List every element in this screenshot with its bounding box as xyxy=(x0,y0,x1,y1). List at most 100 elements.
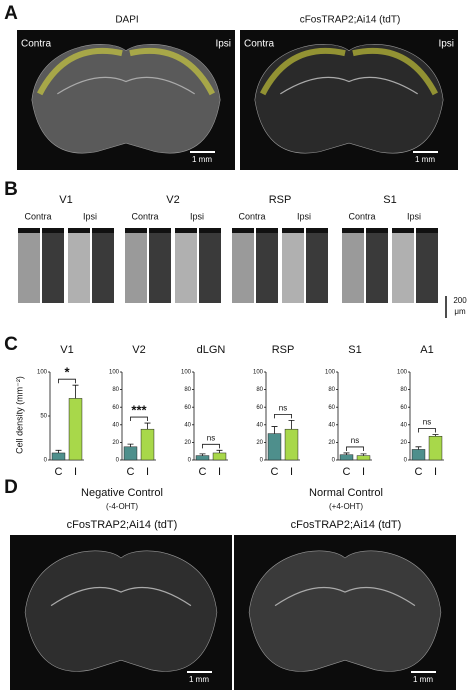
label: dLGN xyxy=(197,344,226,356)
micrograph-strip xyxy=(175,228,197,303)
micrograph-strip xyxy=(282,228,304,303)
label: *** xyxy=(131,402,147,417)
label: D xyxy=(4,477,18,498)
error-bar xyxy=(360,453,367,456)
micrograph-strip xyxy=(18,228,40,303)
micrograph-strip xyxy=(125,228,147,303)
label: 0 xyxy=(404,458,408,464)
label: 200 xyxy=(453,296,467,305)
label: Negative Control xyxy=(81,487,163,499)
label: V2 xyxy=(132,344,145,356)
label: 80 xyxy=(256,387,263,393)
roi-outline xyxy=(260,47,438,96)
label: ns xyxy=(207,433,215,442)
micrograph-strip xyxy=(306,228,328,303)
label: 0 xyxy=(44,458,48,464)
significance-bracket xyxy=(202,443,220,449)
label: cFosTRAP2;Ai14 (tdT) xyxy=(67,519,178,531)
hippocampus xyxy=(274,586,416,607)
bar xyxy=(284,428,299,461)
label: Contra xyxy=(244,39,274,50)
label: μm xyxy=(454,307,466,316)
label: 0 xyxy=(332,458,336,464)
label: ns xyxy=(279,404,287,413)
label: Ipsi xyxy=(215,39,231,50)
label: C xyxy=(127,466,135,478)
label: cFosTRAP2;Ai14 (tdT) xyxy=(300,15,401,26)
label: C xyxy=(4,334,18,355)
label: 100 xyxy=(325,370,336,376)
label: B xyxy=(4,179,18,200)
bar xyxy=(195,455,210,461)
error-bar xyxy=(271,426,278,434)
brain-section xyxy=(248,550,442,672)
micrograph-strip xyxy=(42,228,64,303)
micrograph-strip xyxy=(68,228,90,303)
bar xyxy=(411,449,426,461)
label: I xyxy=(74,466,77,478)
bar xyxy=(140,428,155,461)
significance-bracket xyxy=(274,414,292,419)
label: 40 xyxy=(400,422,407,428)
label: 80 xyxy=(328,387,335,393)
significance-bracket xyxy=(130,416,148,422)
label: 20 xyxy=(328,440,335,446)
brain-section xyxy=(31,44,221,154)
label: 60 xyxy=(184,405,191,411)
label: Normal Control xyxy=(309,487,383,499)
label: 0 xyxy=(116,458,120,464)
roi-outline xyxy=(37,47,215,96)
label: Ipsi xyxy=(438,39,454,50)
error-bar xyxy=(72,384,79,399)
strip-edge xyxy=(306,228,328,233)
error-bar xyxy=(415,446,422,450)
bar xyxy=(356,455,371,461)
strip-edge xyxy=(175,228,197,233)
error-bar xyxy=(144,422,151,430)
error-bar xyxy=(343,452,350,455)
label: (-4-OHT) xyxy=(106,502,138,511)
label: 40 xyxy=(256,422,263,428)
label: S1 xyxy=(383,194,396,206)
label: 100 xyxy=(181,370,192,376)
label: (+4-OHT) xyxy=(329,502,363,511)
label: V2 xyxy=(166,194,179,206)
strip-edge xyxy=(68,228,90,233)
micrograph-strip xyxy=(342,228,364,303)
label: Ipsi xyxy=(83,211,97,221)
error-bar xyxy=(432,434,439,437)
label: Cell density (mm⁻²) xyxy=(14,376,24,454)
hippocampus xyxy=(50,586,192,607)
label: A1 xyxy=(420,344,433,356)
label: 1 mm xyxy=(192,155,212,164)
label: Contra xyxy=(348,211,375,221)
strip-edge xyxy=(342,228,364,233)
label: 60 xyxy=(112,405,119,411)
label: 1 mm xyxy=(415,155,435,164)
label: Ipsi xyxy=(407,211,421,221)
bar xyxy=(123,446,138,461)
label: V1 xyxy=(60,344,73,356)
micrograph-strip xyxy=(199,228,221,303)
strip-edge xyxy=(282,228,304,233)
label: Ipsi xyxy=(297,211,311,221)
label: I xyxy=(218,466,221,478)
label: ns xyxy=(423,418,431,427)
micrograph-strip xyxy=(92,228,114,303)
error-bar xyxy=(127,443,134,447)
label: DAPI xyxy=(115,15,138,26)
label: C xyxy=(343,466,351,478)
strip-edge xyxy=(392,228,414,233)
brain-section xyxy=(24,550,218,672)
strip-edge xyxy=(18,228,40,233)
micrograph-strip xyxy=(416,228,438,303)
label: 100 xyxy=(109,370,120,376)
hippocampus xyxy=(57,76,195,95)
label: * xyxy=(64,365,70,380)
strip-edge xyxy=(416,228,438,233)
label: Contra xyxy=(131,211,158,221)
label: 20 xyxy=(256,440,263,446)
label: 20 xyxy=(184,440,191,446)
label: 80 xyxy=(400,387,407,393)
